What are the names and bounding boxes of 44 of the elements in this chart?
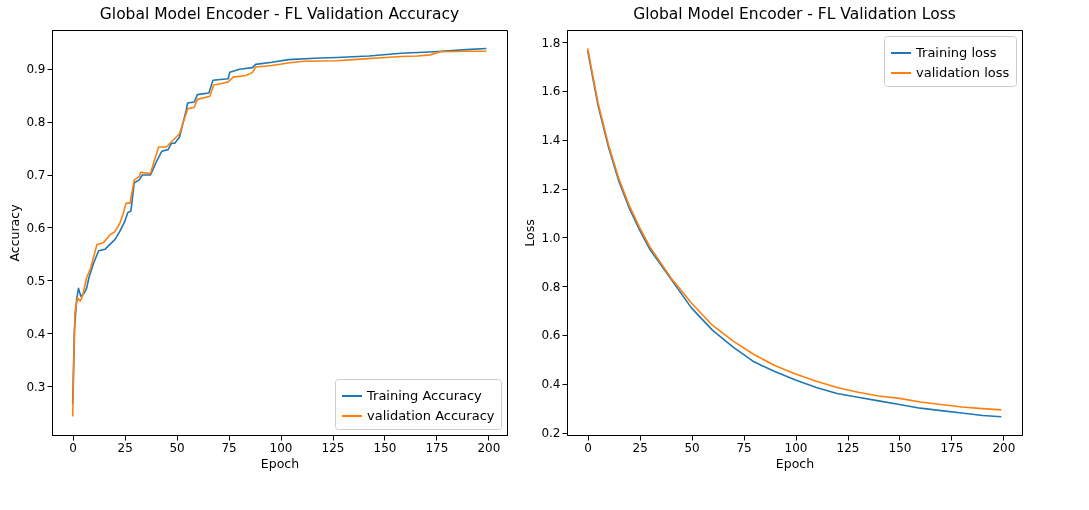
- x-tick-label: 200: [992, 440, 1016, 455]
- y-tick-label: 0.8: [541, 279, 561, 294]
- y-tick-label: 0.5: [26, 273, 46, 288]
- x-tick-label: 125: [321, 440, 345, 455]
- x-tick-label: 125: [836, 440, 860, 455]
- y-tick-label: 0.7: [26, 168, 46, 183]
- y-axis-title: Loss: [522, 219, 538, 247]
- y-tick-label: 0.9: [26, 62, 46, 77]
- y-tick-label: 1.2: [541, 182, 561, 197]
- x-tick-label: 150: [888, 440, 912, 455]
- legend-label: Training Accuracy: [366, 388, 483, 403]
- x-tick-label: 100: [784, 440, 808, 455]
- x-tick-label: 75: [221, 440, 237, 455]
- x-axis-title: Epoch: [260, 455, 300, 471]
- x-tick-label: 150: [373, 440, 397, 455]
- y-tick-label: 1.0: [541, 230, 561, 245]
- x-tick-label: 75: [736, 440, 752, 455]
- chart-title: Global Model Encoder - FL Validation Loss: [633, 4, 956, 23]
- x-tick-label: 50: [169, 440, 185, 455]
- y-tick-label: 1.6: [541, 84, 561, 99]
- y-tick-label: 1.8: [541, 35, 561, 50]
- y-tick-label: 0.6: [541, 328, 561, 343]
- x-tick-label: 175: [940, 440, 964, 455]
- x-tick-label: 50: [684, 440, 700, 455]
- legend-label: Training loss: [915, 45, 997, 60]
- x-tick-label: 100: [269, 440, 293, 455]
- legend-label: validation loss: [916, 65, 1010, 80]
- x-tick-label: 200: [477, 440, 501, 455]
- chart-title: Global Model Encoder - FL Validation Accuracy: [99, 4, 460, 23]
- x-tick-label: 0: [69, 440, 77, 455]
- y-tick-label: 0.8: [26, 115, 46, 130]
- y-tick-label: 0.6: [26, 220, 46, 235]
- x-tick-label: 0: [584, 440, 592, 455]
- x-axis-title: Epoch: [775, 455, 815, 471]
- y-tick-label: 1.4: [541, 133, 561, 148]
- legend-label: validation Accuracy: [367, 408, 495, 423]
- x-tick-label: 25: [117, 440, 133, 455]
- y-tick-label: 0.4: [26, 326, 46, 341]
- x-tick-label: 25: [632, 440, 648, 455]
- y-tick-label: 0.4: [541, 377, 561, 392]
- y-tick-label: 0.3: [26, 379, 46, 394]
- y-axis-title: Accuracy: [7, 203, 23, 262]
- y-tick-label: 0.2: [541, 426, 561, 441]
- x-tick-label: 175: [425, 440, 449, 455]
